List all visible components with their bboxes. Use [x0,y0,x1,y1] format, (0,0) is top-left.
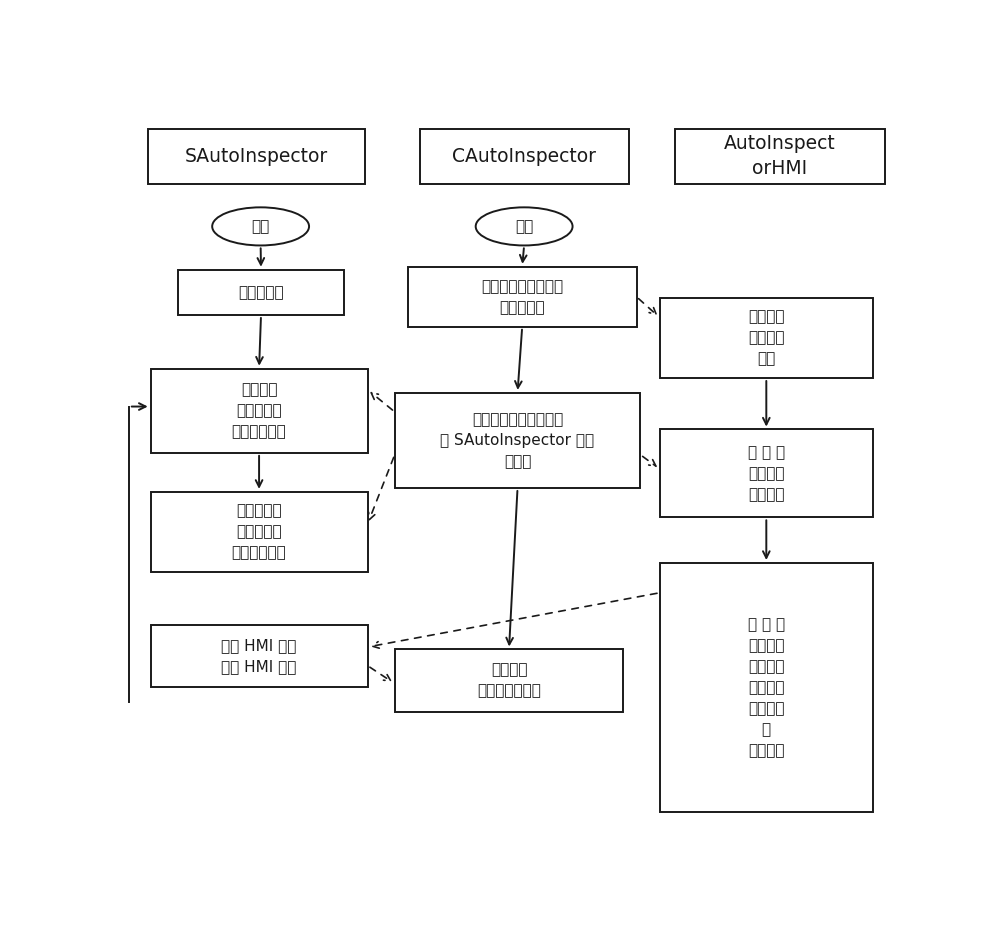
Text: 刷 新 页
面，显示
系统状态: 刷 新 页 面，显示 系统状态 [748,445,785,502]
FancyBboxPatch shape [151,625,368,687]
Text: 监听端口
读取心跳包
获取浏览器请: 监听端口 读取心跳包 获取浏览器请 [232,383,286,439]
Text: 发 送 启
动、停止
命令；发
送生成巡
检报告命
令
刷新状态: 发 送 启 动、停止 命令；发 送生成巡 检报告命 令 刷新状态 [748,617,785,758]
FancyBboxPatch shape [660,429,873,518]
FancyBboxPatch shape [178,269,344,315]
Text: 接收 HMI 请求
处理 HMI 请求: 接收 HMI 请求 处理 HMI 请求 [221,639,297,674]
FancyBboxPatch shape [148,129,365,184]
FancyBboxPatch shape [395,649,623,712]
FancyBboxPatch shape [660,297,873,378]
FancyBboxPatch shape [151,368,368,453]
Text: 解析心跳包
处理心跳包
报警、记日志: 解析心跳包 处理心跳包 报警、记日志 [232,504,286,561]
FancyBboxPatch shape [660,563,873,812]
FancyBboxPatch shape [420,129,629,184]
Text: SAutoInspector: SAutoInspector [185,147,328,166]
FancyBboxPatch shape [675,129,885,184]
FancyBboxPatch shape [408,267,637,327]
Text: 读配置文件: 读配置文件 [238,285,284,300]
Text: CAutoInspector: CAutoInspector [452,147,596,166]
FancyBboxPatch shape [395,393,640,488]
Text: 解析命令
启动、停止软件: 解析命令 启动、停止软件 [477,663,541,699]
Text: 启动: 启动 [252,219,270,234]
Text: 启动: 启动 [515,219,533,234]
Ellipse shape [212,208,309,246]
Text: 巡检本机软件节点状态
向 SAutoInspector 发送
心跳包: 巡检本机软件节点状态 向 SAutoInspector 发送 心跳包 [440,412,595,469]
Text: 注册、获取本机待巡
检软件节点: 注册、获取本机待巡 检软件节点 [481,279,563,315]
Ellipse shape [476,208,573,246]
Text: AutoInspect
orHMI: AutoInspect orHMI [724,134,836,178]
Text: 发送访问
网络端口
请求: 发送访问 网络端口 请求 [748,309,785,367]
FancyBboxPatch shape [151,492,368,572]
